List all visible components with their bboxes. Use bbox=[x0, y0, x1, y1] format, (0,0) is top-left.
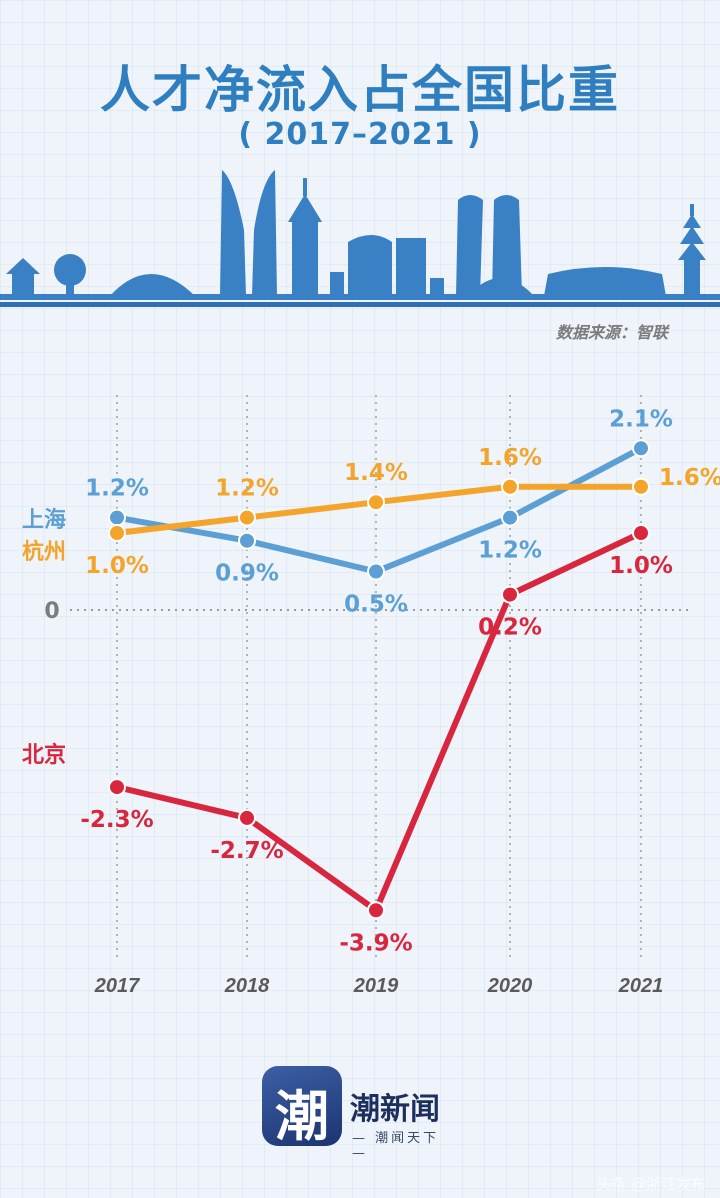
series-2-point-2021 bbox=[632, 524, 650, 542]
series-0-label-2018: 0.9% bbox=[215, 561, 279, 587]
series-name-0: 上海 bbox=[22, 507, 66, 533]
watermark: 头条 @浙江发布 bbox=[596, 1175, 706, 1193]
logo-mark: 潮 bbox=[262, 1066, 342, 1146]
series-1-label-2018: 1.2% bbox=[215, 476, 279, 502]
series-1-label-2021: 1.6% bbox=[659, 465, 720, 491]
series-1-point-2018 bbox=[238, 508, 256, 527]
series-2-label-2017: -2.3% bbox=[80, 807, 153, 833]
series-0-point-2020 bbox=[501, 508, 519, 527]
series-2-point-2020 bbox=[501, 585, 519, 604]
chart-title: 人才净流入占全国比重 bbox=[100, 61, 620, 119]
series-name-2: 北京 bbox=[22, 742, 66, 768]
series-name-1: 杭州 bbox=[22, 539, 66, 565]
series-0-point-2018 bbox=[238, 531, 256, 550]
logo-glyph: 潮 bbox=[275, 1085, 329, 1146]
series-line-2 bbox=[114, 530, 644, 914]
x-tick-2018: 2018 bbox=[224, 975, 270, 997]
series-2-label-2019: -3.9% bbox=[339, 930, 412, 956]
series-1-point-2017 bbox=[108, 524, 126, 542]
zero-label: 0 bbox=[44, 599, 59, 624]
x-tick-2019: 2019 bbox=[353, 975, 399, 997]
series-1-label-2017: 1.0% bbox=[85, 553, 149, 579]
series-0-label-2020: 1.2% bbox=[478, 538, 542, 564]
series-1-point-2020 bbox=[501, 477, 519, 496]
x-tick-2020: 2020 bbox=[487, 975, 533, 997]
series-2-point-2018 bbox=[238, 808, 256, 827]
line-chart: 2017 2018 2019 2020 2021 0 1.2% 0.9% 0.5% 1.2% 2.1… bbox=[22, 395, 720, 997]
city-skyline-illustration bbox=[0, 170, 720, 307]
series-0-label-2017: 1.2% bbox=[85, 476, 149, 502]
publisher-logo: 潮 潮新闻 — 潮闻天下 — bbox=[262, 1066, 462, 1161]
series-0-point-2021 bbox=[632, 439, 650, 458]
series-1-label-2019: 1.4% bbox=[344, 460, 408, 486]
series-1-label-2020: 1.6% bbox=[478, 445, 542, 471]
chart-subtitle: ( 2017–2021 ) bbox=[238, 117, 482, 152]
series-0-point-2019 bbox=[367, 562, 385, 581]
series-2-point-2019 bbox=[367, 901, 385, 920]
series-0-label-2021: 2.1% bbox=[609, 406, 673, 432]
publisher-slogan: — 潮闻天下 — bbox=[352, 1131, 440, 1161]
series-1-point-2019 bbox=[367, 493, 385, 512]
series-2-label-2021: 1.0% bbox=[609, 553, 673, 579]
publisher-name: 潮新闻 bbox=[350, 1092, 440, 1127]
series-0-point-2017 bbox=[108, 508, 126, 527]
x-tick-2017: 2017 bbox=[94, 975, 140, 997]
data-source-note: 数据来源：智联 bbox=[555, 323, 668, 342]
series-0-label-2019: 0.5% bbox=[344, 592, 408, 618]
x-tick-2021: 2021 bbox=[618, 975, 664, 997]
series-2-point-2017 bbox=[108, 778, 126, 797]
series-2-label-2020: 0.2% bbox=[478, 615, 542, 641]
series-1-point-2021 bbox=[632, 477, 650, 496]
series-2-label-2018: -2.7% bbox=[210, 838, 283, 864]
